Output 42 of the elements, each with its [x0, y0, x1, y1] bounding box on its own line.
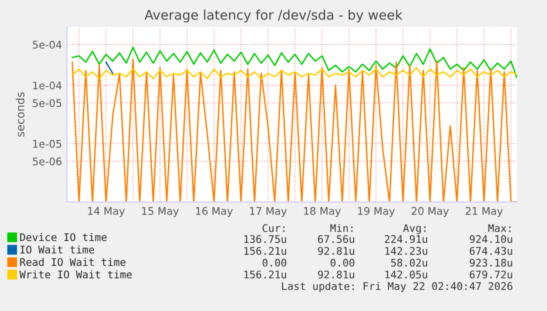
text: 224.91u [384, 235, 428, 244]
text: 136.75u [244, 235, 286, 244]
text: 58.02u [391, 258, 428, 267]
text: 142.23u [385, 246, 428, 255]
text: Cur: [262, 224, 284, 232]
text: 0.00 [330, 258, 354, 267]
y-tick-label: 5e-04 [32, 40, 62, 49]
text: 156.21u [244, 246, 286, 255]
text: 156.21u [244, 270, 286, 278]
text: 142.05u [385, 270, 428, 278]
x-tick-label: 19 May [358, 207, 395, 217]
chart-title: Average latency for /dev/sda - by week [144, 10, 403, 22]
text: 923.18u [470, 258, 512, 267]
text: Max: [488, 224, 510, 232]
text: 92.81u [318, 270, 354, 278]
line-series [72, 46, 517, 78]
x-tick-label: 20 May [412, 207, 449, 217]
y-tick-label: 5e-05 [32, 99, 62, 107]
text: Last update: Fri May 22 02:40:47 2026 [282, 282, 512, 292]
x-tick-label: 17 May [250, 207, 287, 217]
text: 674.43u [470, 246, 512, 255]
x-tick-label: 14 May [88, 207, 125, 217]
text: 924.10u [470, 235, 512, 244]
y-tick-label: 1e-04 [33, 82, 62, 90]
legend-label: Write IO Wait time [19, 270, 132, 278]
y-axis-title: seconds [16, 92, 24, 137]
text: 0.00 [262, 258, 286, 267]
text: 67.56u [318, 235, 354, 244]
text: 679.72u [470, 270, 512, 278]
legend-label: Read IO Wait time [20, 258, 126, 266]
y-tick-label: 5e-06 [32, 157, 62, 166]
text: Avg: [403, 224, 426, 234]
text: Min: [330, 224, 352, 232]
x-tick-label: 18 May [304, 207, 341, 217]
x-tick-label: 16 May [196, 207, 233, 217]
y-tick-label: 1e-05 [33, 140, 62, 148]
legend-label: IO Wait time [20, 245, 94, 254]
legend-label: Device IO time [20, 233, 107, 242]
x-tick-label: 21 May [466, 207, 503, 217]
line-series [72, 67, 517, 80]
x-tick-label: 15 May [142, 207, 179, 217]
text: 92.81u [318, 246, 354, 255]
